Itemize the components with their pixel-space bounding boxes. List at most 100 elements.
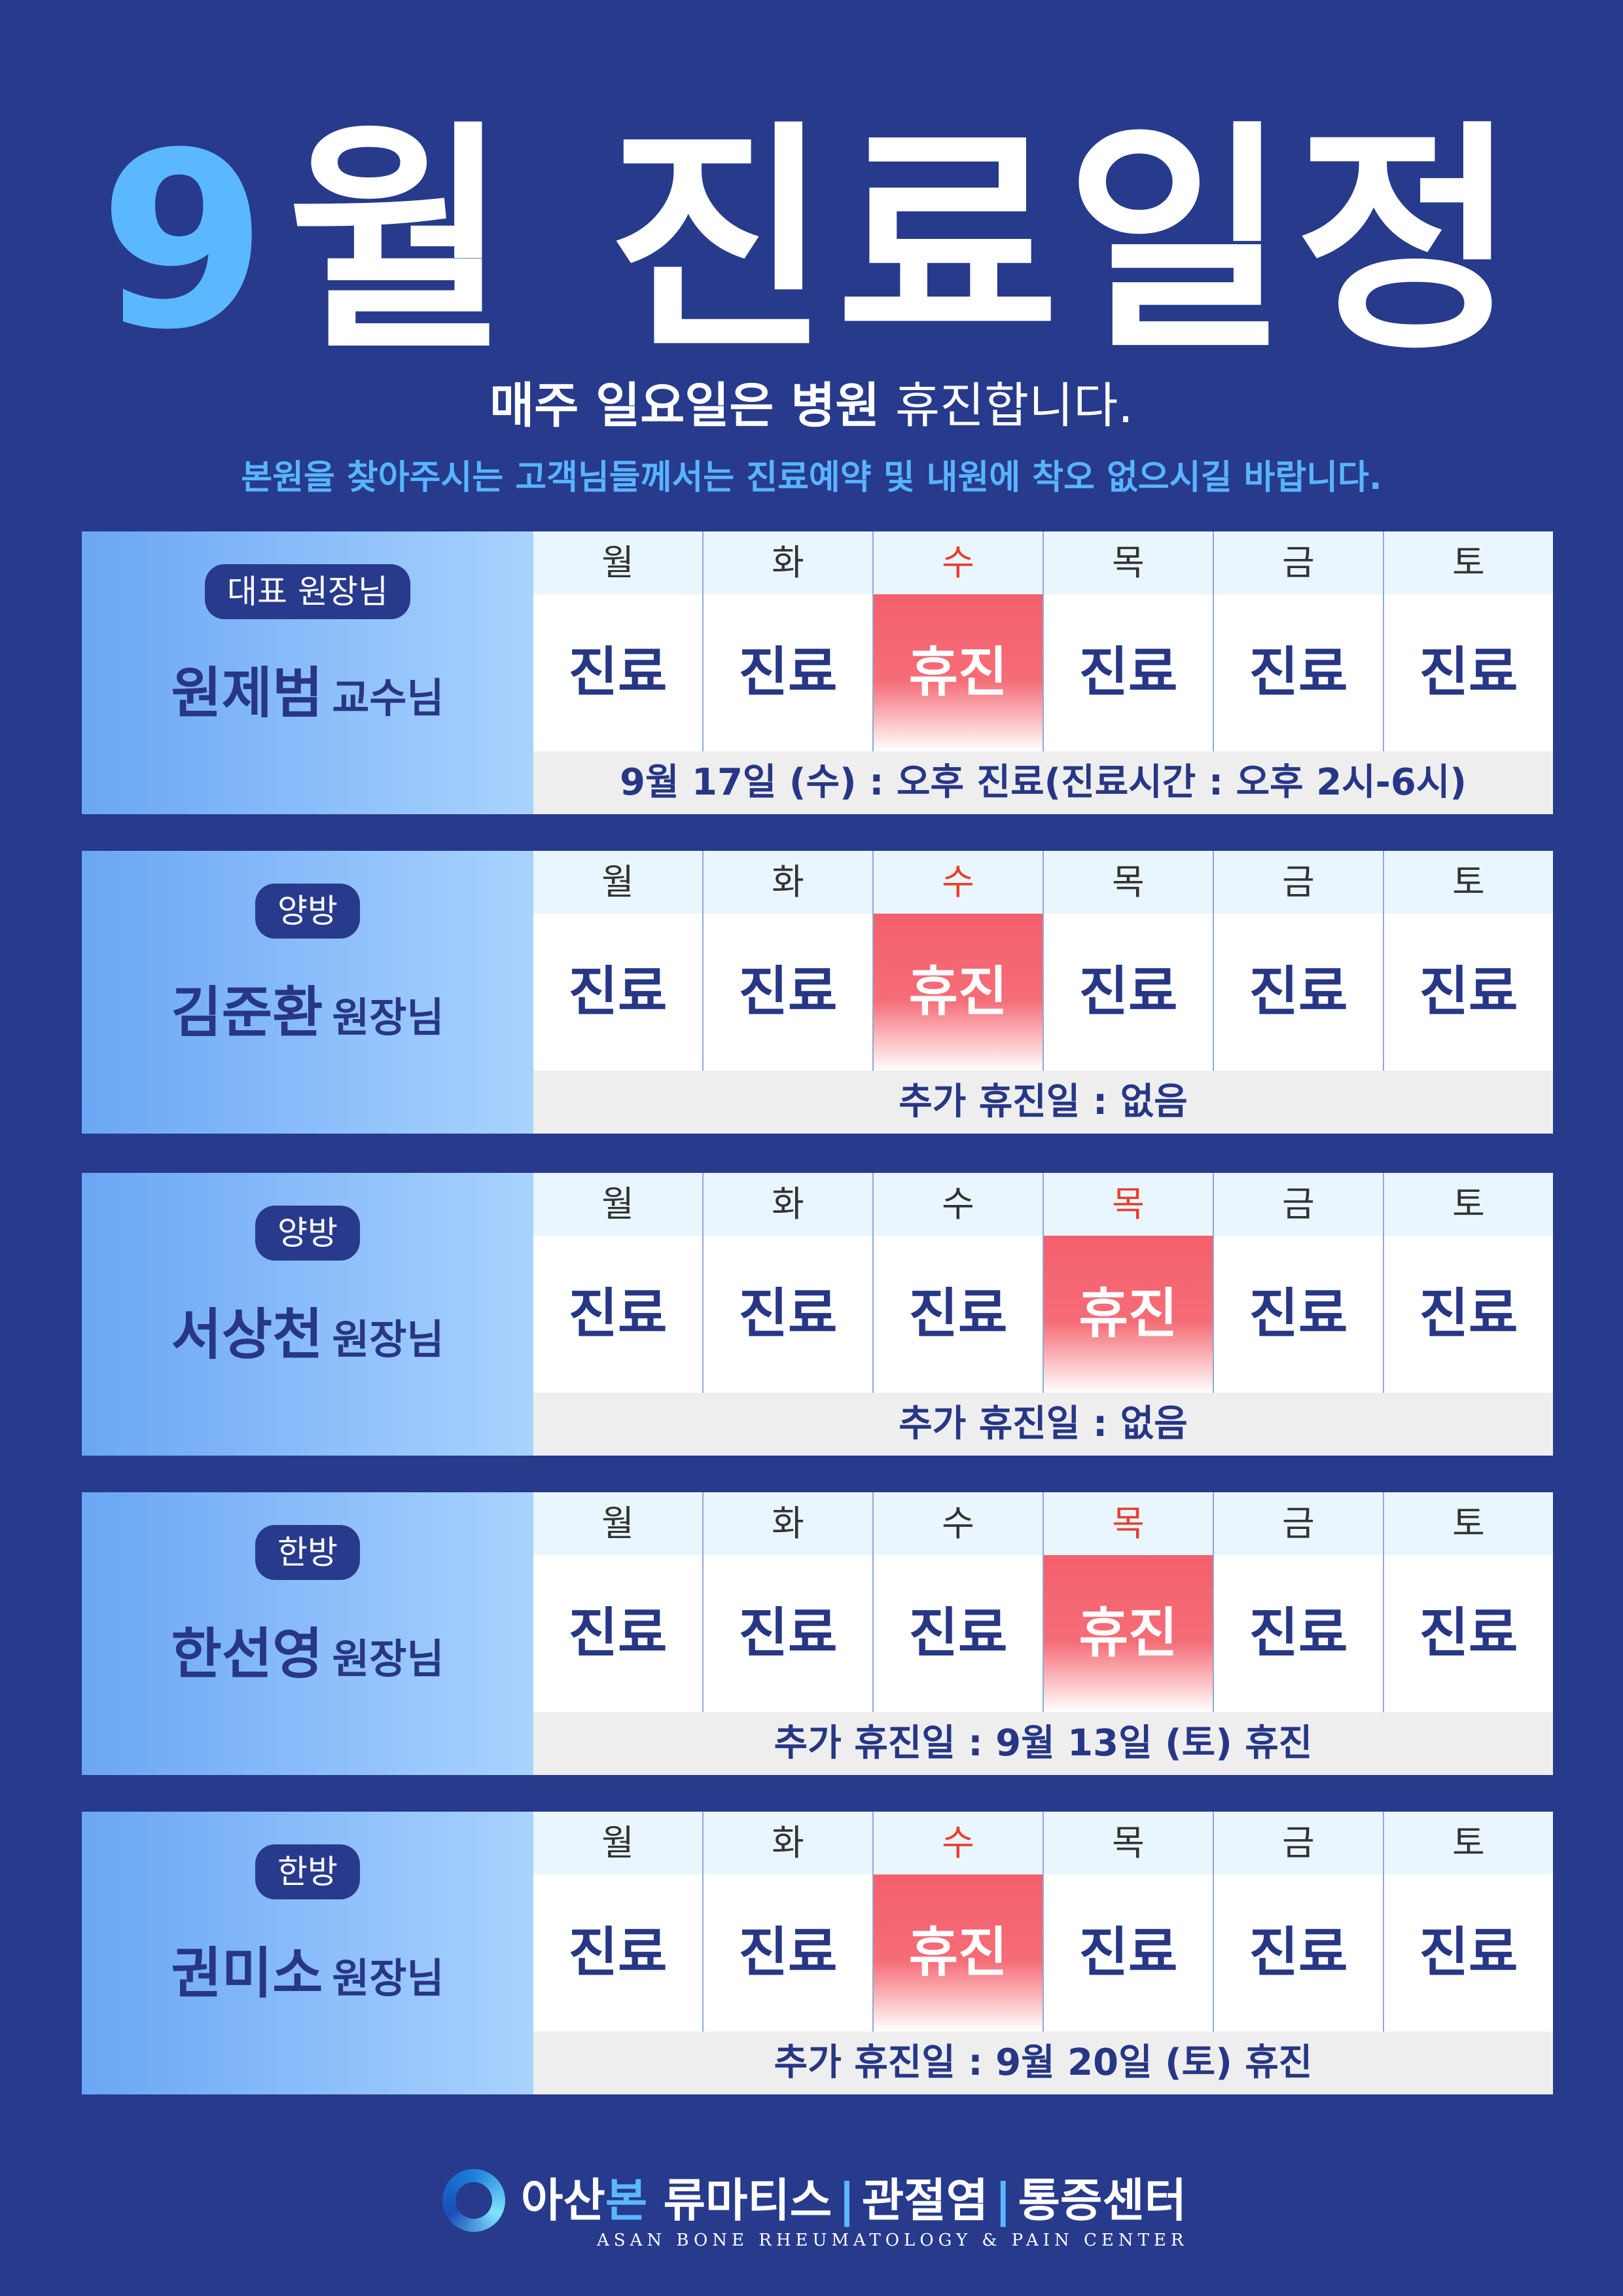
day-column: 수 휴진: [872, 851, 1043, 1071]
day-label: 금: [1214, 1812, 1383, 1874]
day-label: 수: [874, 1492, 1043, 1555]
open-cell: 진료: [704, 1874, 872, 2032]
day-column: 토 진료: [1383, 1812, 1553, 2032]
open-cell: 진료: [533, 1555, 702, 1712]
day-column: 목 진료: [1043, 851, 1213, 1071]
day-column: 월 진료: [533, 851, 702, 1071]
doctor-panel: 양방 서상천 원장님: [82, 1173, 533, 1456]
day-column: 목 진료: [1043, 531, 1213, 751]
day-label: 목: [1044, 1492, 1213, 1555]
ring-logo-hole: [455, 2182, 492, 2219]
day-column: 목 휴진: [1043, 1173, 1213, 1393]
closed-cell: 휴진: [874, 1874, 1043, 2032]
day-label: 화: [704, 1173, 872, 1236]
day-label: 수: [874, 531, 1043, 594]
day-label: 월: [533, 531, 702, 594]
day-label: 월: [533, 1492, 702, 1555]
open-cell: 진료: [1044, 914, 1213, 1071]
day-label: 목: [1044, 1173, 1213, 1236]
weekly-schedule: 월 진료 화 진료 수 휴진 목 진료 금 진료 토 진료: [533, 1812, 1553, 2032]
day-label: 목: [1044, 1812, 1213, 1874]
schedule-card: 양방 서상천 원장님 월 진료 화 진료 수 진료 목 휴진 금 진료 토 진료 추가 휴진일 : 없음: [82, 1173, 1553, 1456]
day-column: 수 휴진: [872, 531, 1043, 751]
day-label: 토: [1384, 1173, 1553, 1236]
day-column: 월 진료: [533, 1173, 702, 1393]
doctor-name-text: 한선영: [171, 1622, 323, 1686]
schedule-note: 9월 17일 (수) : 오후 진료(진료시간 : 오후 2시-6시): [533, 751, 1553, 814]
page-title: 9월 진료일정: [0, 111, 1623, 373]
day-label: 금: [1214, 531, 1383, 594]
day-column: 화 진료: [702, 851, 872, 1071]
center-english-name: ASAN BONE RHEUMATOLOGY & PAIN CENTER: [597, 2231, 1188, 2250]
closed-cell: 휴진: [1044, 1236, 1213, 1393]
day-label: 토: [1384, 1812, 1553, 1874]
day-column: 금 진료: [1213, 1173, 1383, 1393]
day-column: 금 진료: [1213, 531, 1383, 751]
doctor-title: 원장님: [332, 1954, 444, 2002]
schedule-card: 대표 원장님 원제범 교수님 월 진료 화 진료 수 휴진 목 진료 금 진료 토 진료 9월 17일 (수)…: [82, 531, 1553, 814]
open-cell: 진료: [1384, 914, 1553, 1071]
day-column: 목 진료: [1043, 1812, 1213, 2032]
day-column: 월 진료: [533, 531, 702, 751]
day-label: 토: [1384, 851, 1553, 914]
open-cell: 진료: [704, 914, 872, 1071]
department-badge: 대표 원장님: [205, 564, 410, 619]
center-name-part2: 본: [605, 2174, 648, 2227]
doctor-name-text: 서상천: [171, 1302, 323, 1367]
day-label: 수: [874, 1173, 1043, 1236]
open-cell: 진료: [704, 1236, 872, 1393]
schedule-note: 추가 휴진일 : 없음: [533, 1393, 1553, 1456]
day-label: 금: [1214, 1492, 1383, 1555]
day-label: 화: [704, 1812, 872, 1874]
department-badge: 양방: [255, 884, 360, 939]
closed-cell: 휴진: [874, 594, 1043, 751]
day-column: 화 진료: [702, 1492, 872, 1712]
separator: |: [994, 2174, 1012, 2227]
open-cell: 진료: [533, 594, 702, 751]
day-column: 토 진료: [1383, 1492, 1553, 1712]
day-label: 금: [1214, 1173, 1383, 1236]
day-label: 화: [704, 1492, 872, 1555]
day-label: 월: [533, 851, 702, 914]
notice-bold: 매주 일요일은 병원: [490, 378, 880, 434]
open-cell: 진료: [1044, 594, 1213, 751]
doctor-name-text: 김준환: [171, 980, 323, 1045]
title-month-number: 9: [98, 101, 274, 383]
open-cell: 진료: [874, 1236, 1043, 1393]
notice-normal: 휴진합니다.: [880, 378, 1133, 434]
day-label: 토: [1384, 531, 1553, 594]
open-cell: 진료: [1214, 1874, 1383, 2032]
footer-logo: 아산본 류마티스 | 관절염 | 통증센터 ASAN BONE RHEUMATOLOGY…: [0, 2160, 1623, 2278]
open-cell: 진료: [533, 1874, 702, 2032]
day-label: 수: [874, 1812, 1043, 1874]
doctor-name: 한선영 원장님: [82, 1610, 533, 1689]
day-column: 월 진료: [533, 1812, 702, 2032]
day-label: 토: [1384, 1492, 1553, 1555]
center-name-part5: 통증센터: [1018, 2174, 1187, 2227]
center-name-part4: 관절염: [861, 2174, 988, 2227]
sunday-closed-notice: 매주 일요일은 병원 휴진합니다.: [0, 373, 1623, 439]
open-cell: 진료: [704, 1555, 872, 1712]
doctor-name: 서상천 원장님: [82, 1291, 533, 1370]
day-label: 화: [704, 531, 872, 594]
doctor-title: 교수님: [332, 674, 444, 722]
weekly-schedule: 월 진료 화 진료 수 진료 목 휴진 금 진료 토 진료: [533, 1173, 1553, 1393]
title-text: 월 진료일정: [287, 101, 1525, 383]
day-label: 금: [1214, 851, 1383, 914]
schedule-note: 추가 휴진일 : 9월 20일 (토) 휴진: [533, 2032, 1553, 2094]
day-label: 목: [1044, 851, 1213, 914]
doctor-name: 권미소 원장님: [82, 1929, 533, 2009]
day-column: 화 진료: [702, 1173, 872, 1393]
doctor-name: 김준환 원장님: [82, 969, 533, 1048]
doctor-name-text: 권미소: [171, 1941, 323, 2005]
day-column: 화 진료: [702, 531, 872, 751]
department-badge: 한방: [255, 1525, 360, 1580]
day-column: 토 진료: [1383, 531, 1553, 751]
day-label: 화: [704, 851, 872, 914]
closed-cell: 휴진: [874, 914, 1043, 1071]
open-cell: 진료: [1384, 1555, 1553, 1712]
department-badge: 한방: [255, 1844, 360, 1899]
doctor-name-text: 원제범: [171, 661, 323, 725]
